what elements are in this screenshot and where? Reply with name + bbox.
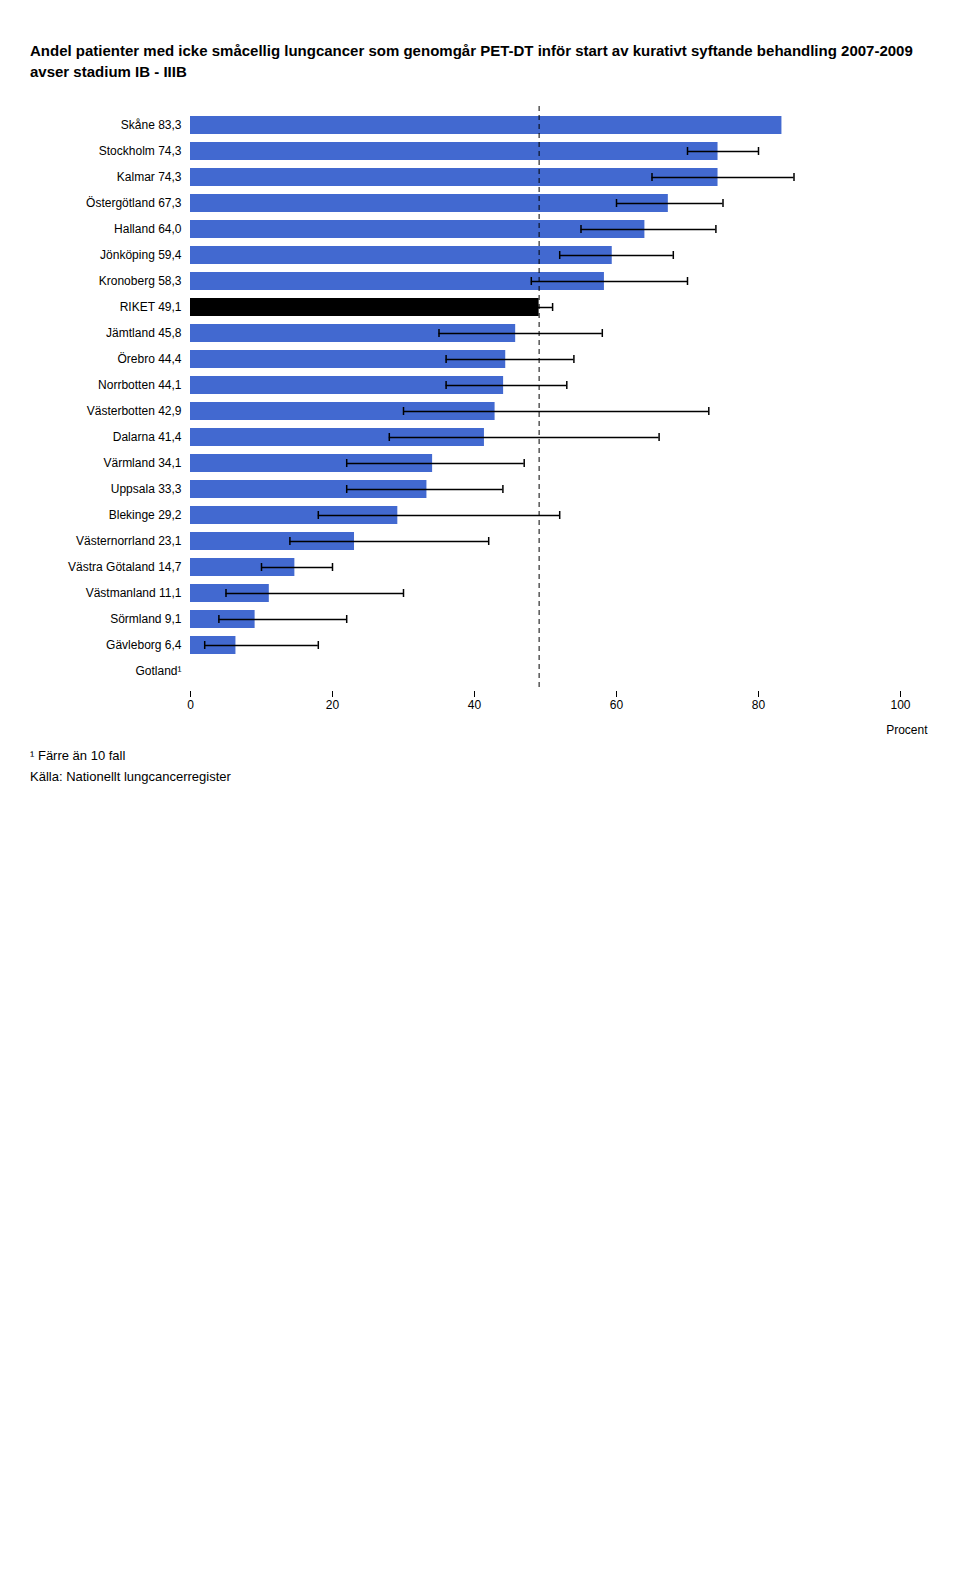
svg-text:Västra Götaland 14,7: Västra Götaland 14,7	[68, 560, 182, 574]
svg-text:Stockholm 74,3: Stockholm 74,3	[99, 144, 182, 158]
svg-text:Västerbotten 42,9: Västerbotten 42,9	[87, 404, 182, 418]
svg-text:Procent: Procent	[886, 723, 928, 737]
svg-text:Kalmar 74,3: Kalmar 74,3	[117, 170, 182, 184]
svg-text:Jönköping 59,4: Jönköping 59,4	[100, 248, 182, 262]
html-text:Andel patienter med icke småce: Andel patienter med icke småcellig lungc…	[30, 42, 913, 80]
html-text:Källa: Nationellt lungcancerre: Källa: Nationellt lungcancerregister	[30, 768, 231, 784]
svg-text:Östergötland 67,3: Östergötland 67,3	[86, 196, 182, 210]
svg-text:Kronoberg 58,3: Kronoberg 58,3	[99, 274, 182, 288]
svg-text:100: 100	[890, 698, 910, 712]
svg-text:Västmanland 11,1: Västmanland 11,1	[86, 586, 182, 600]
svg-text:80: 80	[752, 698, 766, 712]
svg-text:Gävleborg 6,4: Gävleborg 6,4	[106, 638, 182, 652]
svg-text:Blekinge 29,2: Blekinge 29,2	[109, 508, 182, 522]
svg-text:20: 20	[326, 698, 340, 712]
svg-text:Gotland¹: Gotland¹	[135, 664, 181, 678]
svg-text:40: 40	[468, 698, 482, 712]
svg-text:Örebro 44,4: Örebro 44,4	[117, 352, 181, 366]
svg-text:60: 60	[610, 698, 624, 712]
svg-text:Dalarna 41,4: Dalarna 41,4	[113, 430, 182, 444]
svg-text:Sörmland 9,1: Sörmland 9,1	[110, 612, 182, 626]
svg-text:Skåne 83,3: Skåne 83,3	[121, 118, 182, 132]
svg-text:Jämtland 45,8: Jämtland 45,8	[106, 326, 182, 340]
svg-text:RIKET 49,1: RIKET 49,1	[120, 300, 182, 314]
svg-text:Norrbotten 44,1: Norrbotten 44,1	[98, 378, 182, 392]
html-text:¹ Färre än 10 fall: ¹ Färre än 10 fall	[30, 748, 126, 763]
svg-text:Värmland 34,1: Värmland 34,1	[103, 456, 181, 470]
svg-text:0: 0	[187, 698, 194, 712]
svg-text:Västernorrland 23,1: Västernorrland 23,1	[76, 534, 182, 548]
svg-text:Uppsala 33,3: Uppsala 33,3	[111, 482, 182, 496]
svg-text:Halland 64,0: Halland 64,0	[114, 222, 182, 236]
